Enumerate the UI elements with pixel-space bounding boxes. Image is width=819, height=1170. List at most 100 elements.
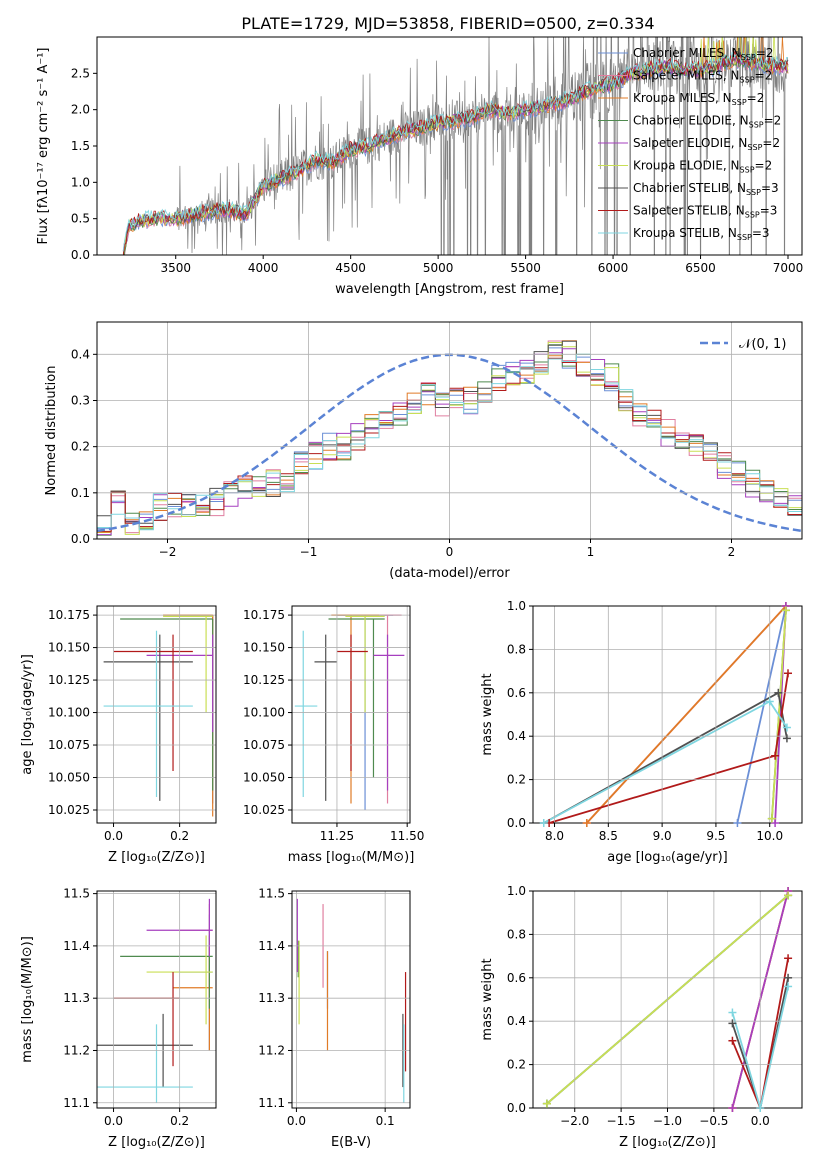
legend-count: =2 — [747, 91, 765, 105]
weight-marker-kroupa-elodie — [784, 891, 793, 900]
errorbar-salpeter-miles — [163, 614, 214, 726]
y-tick-label: 11.4 — [258, 939, 285, 953]
weight-marker-chabrier-stelib — [782, 734, 791, 743]
y-tick-label: 11.1 — [258, 1096, 285, 1110]
x-tick-label: 7000 — [773, 261, 804, 275]
y-axis-label: mass [log₁₀(M/M⊙)] — [20, 936, 35, 1063]
errorbar-chabrier-miles — [179, 914, 213, 1051]
x-tick-label: 0.0 — [751, 1114, 770, 1128]
panel-residuals: −2 −1 0 1 2 0.0 0.1 0.2 0.3 0.4 (data-model)/error… — [44, 321, 803, 581]
x-tick-label: −2 — [159, 545, 177, 559]
y-tick-label: 0.4 — [507, 729, 526, 743]
x-tick-label: −2.0 — [560, 1114, 589, 1128]
errorbar-kroupa-miles — [163, 614, 214, 817]
x-tick-label: −1.5 — [607, 1114, 636, 1128]
errorbar-chabrier-elodie — [328, 618, 385, 778]
legend-entry-normal: 𝒩(0, 1) — [739, 337, 786, 352]
weight-marker-salpeter-elodie — [728, 1104, 737, 1112]
x-tick-label: −1 — [300, 545, 318, 559]
legend-entry-salpeter-miles: Salpeter MILES, NSSP=2 — [633, 69, 772, 85]
legend-count: =3 — [760, 204, 778, 218]
legend-entry-salpeter-stelib: Salpeter STELIB, NSSP=3 — [633, 204, 777, 220]
weight-marker-salpeter-stelib — [784, 669, 793, 678]
legend-subscript: SSP — [740, 76, 755, 85]
errorbar-salpeter-miles — [179, 904, 213, 999]
legend-count: =3 — [761, 181, 779, 195]
errorbar-chabrier-miles — [179, 614, 214, 804]
errorbar-kroupa-stelib — [97, 1024, 193, 1103]
y-tick-label: 0.1 — [71, 486, 90, 500]
y-tick-label: 11.5 — [258, 887, 285, 901]
y-tick-label: 0.0 — [507, 816, 526, 830]
x-tick-label: 4000 — [248, 261, 279, 275]
y-tick-label: 11.5 — [63, 887, 90, 901]
weight-marker-chabrier-stelib — [784, 973, 793, 982]
x-tick-label: 5500 — [510, 261, 541, 275]
legend-name: Salpeter MILES, N — [633, 69, 740, 83]
x-tick-label: −1.0 — [653, 1114, 682, 1128]
y-tick-label: 1.5 — [71, 139, 90, 153]
legend-name: Kroupa MILES, N — [633, 91, 732, 105]
legend-count: =2 — [762, 136, 780, 150]
legend-entry-kroupa-elodie: Kroupa ELODIE, NSSP=2 — [633, 159, 772, 175]
x-tick-label: 0.1 — [376, 1114, 395, 1128]
y-axis-label: mass weight — [480, 673, 495, 755]
weight-marker-kroupa-stelib — [765, 697, 774, 706]
legend-entry-chabrier-stelib: Chabrier STELIB, NSSP=3 — [633, 181, 779, 197]
x-tick-label: 11.25 — [320, 829, 354, 843]
panel-mass-vs-z: 0.0 0.2 11.1 11.2 11.3 11.4 11.5 Z [log₁₀(Z/Z⊙)… — [20, 887, 217, 1150]
weight-line-chabrier-miles — [736, 606, 787, 823]
plot-area-age-vs-z — [103, 614, 214, 817]
y-tick-label: 1.0 — [507, 599, 526, 613]
x-axis-label: wavelength [Angstrom, rest frame] — [335, 282, 564, 297]
x-tick-label: 0.0 — [104, 1114, 123, 1128]
legend-name: Chabrier STELIB, N — [633, 181, 746, 195]
legend-entry-kroupa-miles: Kroupa MILES, NSSP=2 — [633, 91, 764, 107]
x-tick-label: 0.2 — [170, 829, 189, 843]
legend-name: Chabrier MILES, N — [633, 46, 741, 60]
errorbar-chabrier-elodie — [120, 618, 214, 791]
legend-name: Salpeter ELODIE, N — [633, 136, 747, 150]
errorbar-kroupa-stelib — [294, 630, 318, 798]
y-axis-label: age [log₁₀(age/yr)] — [20, 654, 35, 775]
model-line-chabrier-stelib — [122, 50, 789, 255]
panel-weight-vs-z: −2.0 −1.5 −1.0 −0.5 0.0 0.0 0.2 0.4 0.6 0.8 1.0 Z [… — [480, 884, 803, 1150]
errorbar-chabrier-stelib — [103, 634, 193, 801]
axes-frame — [532, 890, 803, 1109]
axes-frame — [96, 36, 803, 256]
weight-marker-chabrier-stelib — [774, 688, 783, 697]
errorbar-salpeter-miles — [351, 614, 402, 804]
y-tick-label: 1.0 — [71, 175, 90, 189]
weight-marker-kroupa-elodie — [542, 1099, 551, 1108]
plot-area-weight-vs-age — [543, 606, 789, 823]
weight-marker-salpeter-stelib — [728, 1036, 737, 1045]
observed-spectrum-line — [122, 37, 789, 255]
y-tick-label: 10.100 — [243, 706, 285, 720]
plot-area-spectrum — [122, 37, 789, 255]
x-tick-label: 1 — [587, 545, 595, 559]
y-tick-label: 10.175 — [48, 608, 90, 622]
panel-age-vs-mass: 11.25 11.50 10.025 10.050 10.075 10.100 10.125… — [243, 605, 424, 865]
weight-marker-salpeter-stelib — [771, 751, 780, 760]
y-tick-label: 0.5 — [71, 212, 90, 226]
y-tick-label: 0.2 — [71, 440, 90, 454]
errorbar-salpeter-stelib — [336, 634, 368, 772]
x-tick-label: 6500 — [685, 261, 716, 275]
x-axis-label: (data-model)/error — [389, 566, 510, 581]
y-tick-label: 10.050 — [48, 771, 90, 785]
y-tick-label: 0.0 — [71, 532, 90, 546]
weight-marker-kroupa-stelib — [539, 819, 548, 827]
y-tick-label: 0.8 — [507, 642, 526, 656]
legend-name: Kroupa STELIB, N — [633, 226, 737, 240]
y-tick-label: 10.075 — [48, 738, 90, 752]
x-tick-label: 11.50 — [390, 829, 424, 843]
y-tick-label: 10.150 — [48, 641, 90, 655]
y-axis-label: Flux [fλ10⁻¹⁷ erg cm⁻² s⁻¹ A⁻¹] — [36, 48, 51, 245]
x-axis-label: mass [log₁₀(M/M⊙)] — [288, 850, 415, 865]
y-tick-label: 0.0 — [507, 1101, 526, 1115]
legend-subscript: SSP — [749, 121, 764, 130]
weight-marker-kroupa-stelib — [728, 1008, 737, 1017]
y-tick-label: 10.050 — [243, 771, 285, 785]
legend-entry-salpeter-elodie: Salpeter ELODIE, NSSP=2 — [633, 136, 780, 152]
